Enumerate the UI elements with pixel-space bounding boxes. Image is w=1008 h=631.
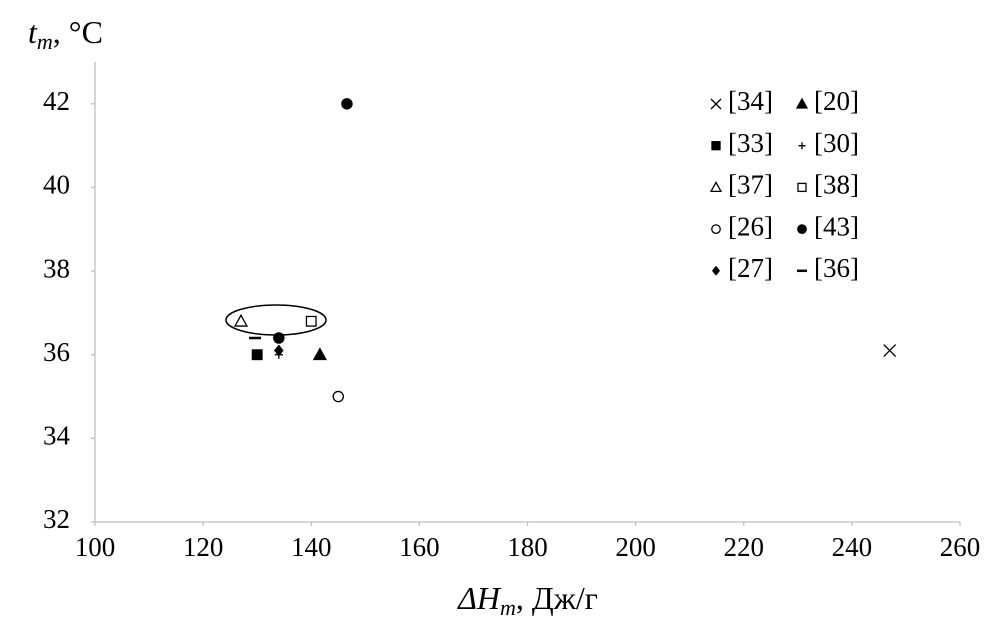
legend-label: [43] — [814, 211, 859, 241]
x-tick-label: 120 — [183, 532, 224, 562]
y-tick-label: 34 — [43, 421, 71, 451]
legend-marker — [709, 181, 723, 193]
legend-marker — [798, 142, 806, 150]
y-tick-label: 40 — [43, 170, 70, 200]
point — [233, 313, 249, 327]
legend-label: [36] — [814, 253, 859, 283]
x-tick-label: 160 — [399, 532, 440, 562]
x-tick-label: 180 — [507, 532, 548, 562]
legend-marker — [710, 98, 722, 110]
y-tick-label: 32 — [43, 504, 70, 534]
point — [312, 347, 328, 361]
x-tick-label: 100 — [75, 532, 116, 562]
x-axis-label: ΔHm, Дж/г — [456, 580, 598, 620]
x-tick-label: 220 — [724, 532, 765, 562]
legend-marker — [795, 97, 809, 109]
x-tick-label: 260 — [940, 532, 981, 562]
y-axis-label: tm, °C — [28, 14, 103, 54]
legend-marker — [711, 141, 721, 151]
point — [305, 315, 317, 327]
legend-label: [37] — [728, 170, 773, 200]
y-tick-label: 38 — [43, 253, 70, 283]
legend-label: [26] — [728, 211, 773, 241]
y-tick-label: 42 — [43, 86, 70, 116]
legend-label: [34] — [728, 86, 773, 116]
legend-label: [27] — [728, 253, 773, 283]
point — [274, 344, 284, 357]
legend-label: [33] — [728, 128, 773, 158]
point — [332, 390, 345, 403]
x-tick-label: 140 — [291, 532, 332, 562]
legend-marker — [711, 224, 721, 235]
x-tick-label: 200 — [615, 532, 656, 562]
legend-label: [38] — [814, 170, 859, 200]
x-tick-label: 240 — [832, 532, 873, 562]
point — [883, 344, 897, 358]
legend-label: [30] — [814, 128, 859, 158]
legend-marker — [797, 182, 807, 193]
point — [273, 332, 285, 344]
legend-marker — [712, 265, 720, 276]
point — [251, 349, 263, 361]
legend-marker — [797, 224, 807, 235]
legend-label: [20] — [814, 86, 859, 116]
point — [341, 98, 353, 110]
y-tick-label: 36 — [43, 337, 70, 367]
